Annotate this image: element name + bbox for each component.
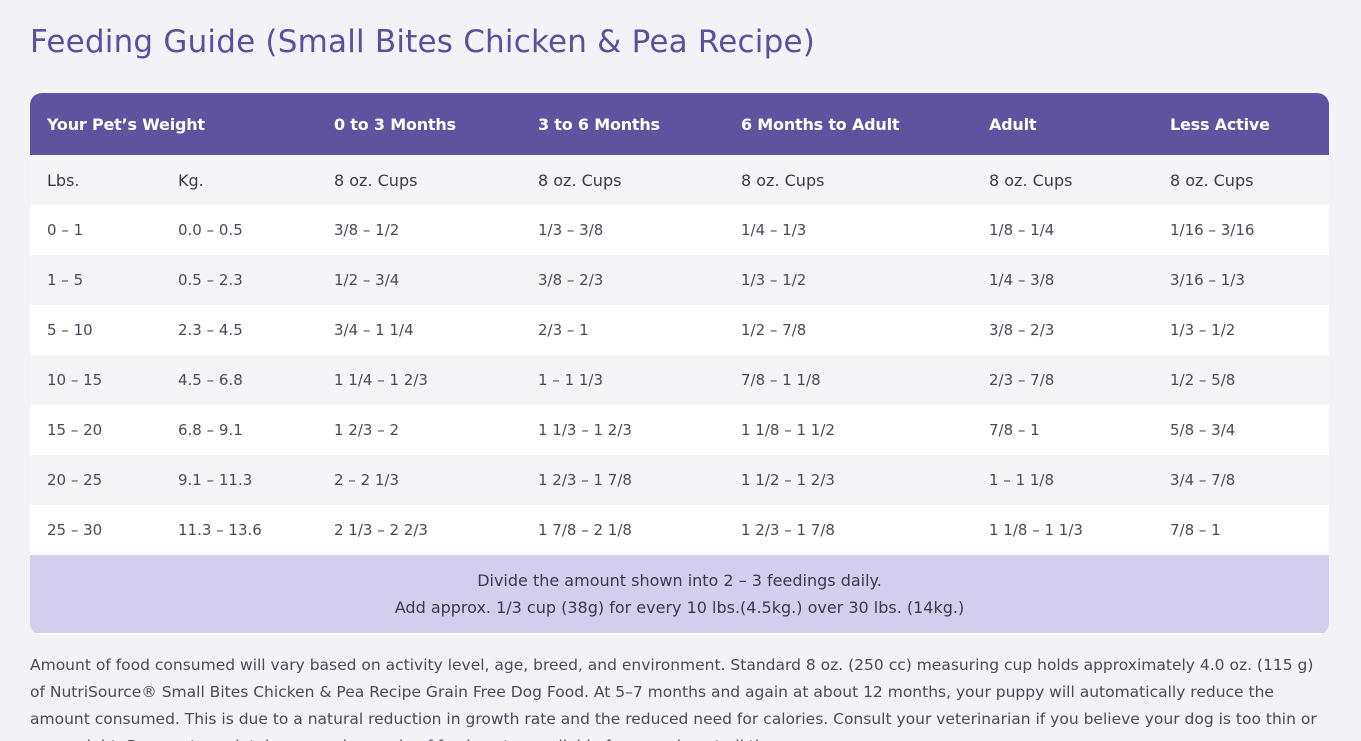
cell-0-3-months: 2 – 2 1/3 <box>317 455 521 505</box>
cell-3-6-months: 3/8 – 2/3 <box>521 255 724 305</box>
cell-lbs: 1 – 5 <box>30 255 161 305</box>
cell-6-months-adult: 1/2 – 7/8 <box>724 305 972 355</box>
unit-cups: 8 oz. Cups <box>521 155 724 205</box>
cell-adult: 2/3 – 7/8 <box>972 355 1153 405</box>
cell-lbs: 25 – 30 <box>30 505 161 555</box>
cell-0-3-months: 2 1/3 – 2 2/3 <box>317 505 521 555</box>
cell-adult: 1/8 – 1/4 <box>972 205 1153 255</box>
cell-0-3-months: 1/2 – 3/4 <box>317 255 521 305</box>
table-row: 15 – 20 6.8 – 9.1 1 2/3 – 2 1 1/3 – 1 2/… <box>30 405 1329 455</box>
unit-cups: 8 oz. Cups <box>317 155 521 205</box>
cell-kg: 6.8 – 9.1 <box>161 405 317 455</box>
page-title: Feeding Guide (Small Bites Chicken & Pea… <box>30 24 816 60</box>
cell-6-months-adult: 1 2/3 – 1 7/8 <box>724 505 972 555</box>
header-3-to-6-months: 3 to 6 Months <box>521 93 724 155</box>
cell-0-3-months: 3/8 – 1/2 <box>317 205 521 255</box>
feeding-note-paragraph: Amount of food consumed will vary based … <box>30 656 1317 741</box>
unit-lbs: Lbs. <box>30 155 161 205</box>
cell-kg: 9.1 – 11.3 <box>161 455 317 505</box>
cell-6-months-adult: 1 1/8 – 1 1/2 <box>724 405 972 455</box>
cell-adult: 1 – 1 1/8 <box>972 455 1153 505</box>
table-row: 5 – 10 2.3 – 4.5 3/4 – 1 1/4 2/3 – 1 1/2… <box>30 305 1329 355</box>
cell-kg: 11.3 – 13.6 <box>161 505 317 555</box>
table-footer-row: Divide the amount shown into 2 – 3 feedi… <box>30 555 1329 633</box>
cell-adult: 7/8 – 1 <box>972 405 1153 455</box>
feeding-guide-table-card: Your Pet’s Weight 0 to 3 Months 3 to 6 M… <box>30 93 1329 635</box>
cell-less-active: 7/8 – 1 <box>1153 505 1329 555</box>
header-0-to-3-months: 0 to 3 Months <box>317 93 521 155</box>
unit-cups: 8 oz. Cups <box>1153 155 1329 205</box>
cell-0-3-months: 1 2/3 – 2 <box>317 405 521 455</box>
unit-cups: 8 oz. Cups <box>972 155 1153 205</box>
table-row: 25 – 30 11.3 – 13.6 2 1/3 – 2 2/3 1 7/8 … <box>30 505 1329 555</box>
cell-6-months-adult: 1/4 – 1/3 <box>724 205 972 255</box>
cell-0-3-months: 1 1/4 – 1 2/3 <box>317 355 521 405</box>
table-header-row: Your Pet’s Weight 0 to 3 Months 3 to 6 M… <box>30 93 1329 155</box>
cell-less-active: 1/3 – 1/2 <box>1153 305 1329 355</box>
cell-less-active: 1/2 – 5/8 <box>1153 355 1329 405</box>
cell-kg: 0.5 – 2.3 <box>161 255 317 305</box>
cell-less-active: 3/4 – 7/8 <box>1153 455 1329 505</box>
header-less-active: Less Active <box>1153 93 1329 155</box>
header-adult: Adult <box>972 93 1153 155</box>
cell-3-6-months: 1 – 1 1/3 <box>521 355 724 405</box>
cell-less-active: 3/16 – 1/3 <box>1153 255 1329 305</box>
table-row: 10 – 15 4.5 – 6.8 1 1/4 – 1 2/3 1 – 1 1/… <box>30 355 1329 405</box>
table-row: 20 – 25 9.1 – 11.3 2 – 2 1/3 1 2/3 – 1 7… <box>30 455 1329 505</box>
cell-3-6-months: 1 2/3 – 1 7/8 <box>521 455 724 505</box>
cell-3-6-months: 1/3 – 3/8 <box>521 205 724 255</box>
footer-line-feedings: Divide the amount shown into 2 – 3 feedi… <box>477 571 882 590</box>
cell-adult: 1 1/8 – 1 1/3 <box>972 505 1153 555</box>
cell-lbs: 20 – 25 <box>30 455 161 505</box>
unit-kg: Kg. <box>161 155 317 205</box>
cell-lbs: 0 – 1 <box>30 205 161 255</box>
cell-lbs: 10 – 15 <box>30 355 161 405</box>
table-units-row: Lbs. Kg. 8 oz. Cups 8 oz. Cups 8 oz. Cup… <box>30 155 1329 205</box>
cell-3-6-months: 2/3 – 1 <box>521 305 724 355</box>
cell-3-6-months: 1 1/3 – 1 2/3 <box>521 405 724 455</box>
table-row: 1 – 5 0.5 – 2.3 1/2 – 3/4 3/8 – 2/3 1/3 … <box>30 255 1329 305</box>
cell-adult: 3/8 – 2/3 <box>972 305 1153 355</box>
cell-6-months-adult: 1/3 – 1/2 <box>724 255 972 305</box>
cell-lbs: 15 – 20 <box>30 405 161 455</box>
table-footer-note: Divide the amount shown into 2 – 3 feedi… <box>30 555 1329 633</box>
cell-0-3-months: 3/4 – 1 1/4 <box>317 305 521 355</box>
cell-less-active: 5/8 – 3/4 <box>1153 405 1329 455</box>
footer-line-additional: Add approx. 1/3 cup (38g) for every 10 l… <box>394 598 965 617</box>
header-pet-weight: Your Pet’s Weight <box>30 93 317 155</box>
cell-lbs: 5 – 10 <box>30 305 161 355</box>
cell-kg: 0.0 – 0.5 <box>161 205 317 255</box>
cell-kg: 2.3 – 4.5 <box>161 305 317 355</box>
cell-3-6-months: 1 7/8 – 2 1/8 <box>521 505 724 555</box>
unit-cups: 8 oz. Cups <box>724 155 972 205</box>
cell-adult: 1/4 – 3/8 <box>972 255 1153 305</box>
table-row: 0 – 1 0.0 – 0.5 3/8 – 1/2 1/3 – 3/8 1/4 … <box>30 205 1329 255</box>
cell-kg: 4.5 – 6.8 <box>161 355 317 405</box>
feeding-guide-table: Your Pet’s Weight 0 to 3 Months 3 to 6 M… <box>30 93 1329 633</box>
header-6-months-to-adult: 6 Months to Adult <box>724 93 972 155</box>
cell-6-months-adult: 1 1/2 – 1 2/3 <box>724 455 972 505</box>
cell-less-active: 1/16 – 3/16 <box>1153 205 1329 255</box>
cell-6-months-adult: 7/8 – 1 1/8 <box>724 355 972 405</box>
